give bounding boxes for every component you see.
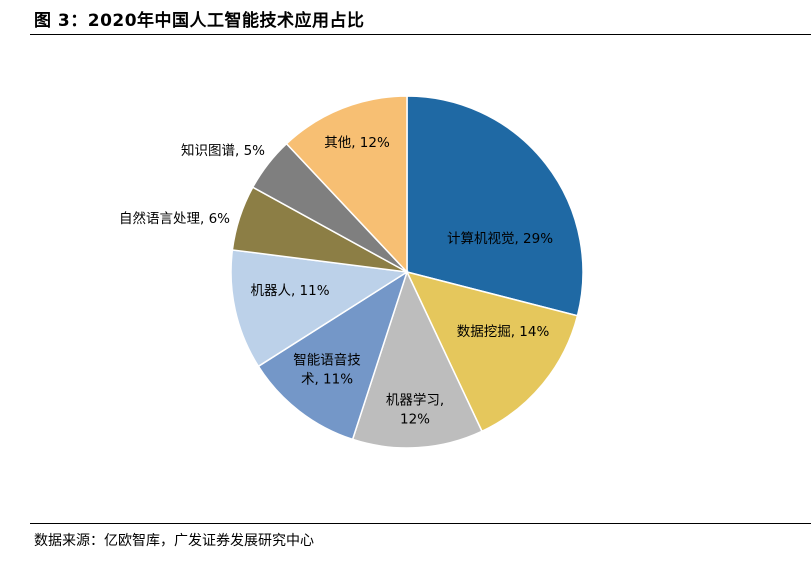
pie-slice-label: 智能语音技术, 11% <box>293 352 361 388</box>
pie-slice <box>285 95 408 274</box>
pie-slice-label: 计算机视觉, 29% <box>447 231 553 247</box>
pie-slice-label: 其他, 12% <box>324 135 390 151</box>
pie-slice <box>257 270 409 441</box>
pie-slice <box>230 249 410 368</box>
source-note: 数据来源：亿欧智库，广发证券发展研究中心 <box>34 533 314 549</box>
pie-slice-label: 机器人, 11% <box>250 283 329 299</box>
pie-slice <box>406 95 584 317</box>
pie-slice <box>405 270 579 433</box>
pie-slice <box>351 269 483 449</box>
pie-labels: 计算机视觉, 29% 数据挖掘, 14% 机器学习, 12% 智能语音技术, 11% 机器… <box>119 135 553 428</box>
pie-slice-label: 机器学习, 12% <box>386 393 444 428</box>
pie-slice-label: 数据挖掘, 14% <box>457 324 550 340</box>
title-divider <box>30 34 811 35</box>
pie-slice-label: 自然语言处理, 6% <box>119 210 230 227</box>
source-divider <box>30 523 811 524</box>
pie-slices <box>230 95 584 449</box>
pie-slice-label: 知识图谱, 5% <box>181 142 265 159</box>
chart-title: 图 3：2020年中国人工智能技术应用占比 <box>34 11 365 31</box>
